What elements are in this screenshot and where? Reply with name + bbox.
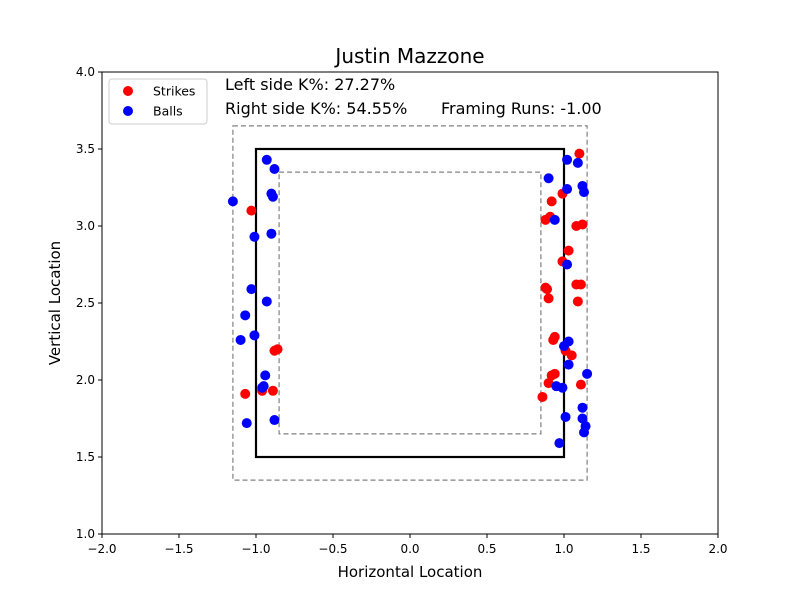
x-axis-label: Horizontal Location bbox=[338, 563, 483, 581]
strikes-point-2 bbox=[272, 344, 283, 355]
balls-point-36 bbox=[554, 438, 565, 449]
balls-point-22 bbox=[579, 187, 590, 198]
balls-point-10 bbox=[235, 334, 246, 345]
right-k-annotation: Right side K%: 54.55% bbox=[225, 99, 407, 118]
x-tick-label-4: 0.0 bbox=[400, 542, 419, 556]
x-tick-label-3: −0.5 bbox=[318, 542, 347, 556]
strikes-point-22 bbox=[548, 334, 559, 345]
chart-title: Justin Mazzone bbox=[333, 44, 484, 68]
y-tick-label-6: 4.0 bbox=[76, 65, 95, 79]
balls-point-11 bbox=[249, 330, 260, 341]
balls-point-17 bbox=[562, 154, 573, 165]
strikes-point-16 bbox=[575, 279, 586, 290]
y-axis-label: Vertical Location bbox=[46, 241, 64, 365]
legend-marker-balls bbox=[123, 106, 133, 116]
strikes-point-28 bbox=[575, 379, 586, 390]
strikes-point-29 bbox=[537, 391, 548, 402]
strikes-point-27 bbox=[543, 378, 554, 389]
balls-point-23 bbox=[549, 214, 560, 225]
balls-point-13 bbox=[260, 370, 271, 381]
balls-point-19 bbox=[543, 173, 554, 184]
y-axis-ticks: 1.0 1.5 2.0 2.5 3.0 3.5 4.0 bbox=[76, 65, 102, 541]
x-tick-label-2: −1.0 bbox=[241, 542, 270, 556]
strikes-point-10 bbox=[540, 214, 551, 225]
strikes-point-20 bbox=[572, 296, 583, 307]
strikes-point-13 bbox=[563, 245, 574, 256]
balls-point-6 bbox=[266, 228, 277, 239]
framing-runs-annotation: Framing Runs: -1.00 bbox=[441, 99, 602, 118]
balls-point-27 bbox=[563, 359, 574, 370]
balls-point-16 bbox=[241, 418, 252, 429]
strikes-point-12 bbox=[577, 219, 588, 230]
balls-point-8 bbox=[261, 296, 272, 307]
x-tick-label-0: −2.0 bbox=[87, 542, 116, 556]
x-tick-label-7: 1.5 bbox=[631, 542, 650, 556]
strikes-point-18 bbox=[542, 284, 553, 295]
left-k-annotation: Left side K%: 27.27% bbox=[225, 75, 395, 94]
balls-point-0 bbox=[227, 196, 238, 207]
balls-point-2 bbox=[269, 164, 280, 175]
balls-point-14 bbox=[257, 382, 268, 393]
balls-point-32 bbox=[577, 413, 588, 424]
legend-label-strikes: Strikes bbox=[153, 84, 195, 99]
balls-point-7 bbox=[246, 284, 257, 295]
balls-point-34 bbox=[579, 427, 590, 438]
strikes-point-24 bbox=[566, 350, 577, 361]
balls-point-29 bbox=[557, 382, 568, 393]
balls-point-31 bbox=[577, 402, 588, 413]
plot-area bbox=[101, 71, 719, 535]
strikes-point-26 bbox=[546, 370, 557, 381]
y-tick-label-3: 2.5 bbox=[76, 296, 95, 310]
legend-marker-strikes bbox=[123, 86, 133, 96]
strikes-point-7 bbox=[546, 196, 557, 207]
y-tick-label-0: 1.0 bbox=[76, 527, 95, 541]
strikes-point-3 bbox=[240, 388, 251, 399]
strike-zone-box bbox=[254, 147, 566, 459]
legend-box bbox=[108, 78, 208, 125]
balls-point-35 bbox=[560, 411, 571, 422]
y-tick-label-5: 3.5 bbox=[76, 142, 95, 156]
inner-zone-box bbox=[278, 171, 542, 435]
x-axis-ticks: −2.0 −1.5 −1.0 −0.5 0.0 0.5 1.0 1.5 2.0 bbox=[87, 534, 728, 556]
balls-point-5 bbox=[249, 231, 260, 242]
outer-zone-box bbox=[232, 125, 588, 481]
balls-point-20 bbox=[562, 184, 573, 195]
strikes-point-6 bbox=[574, 148, 585, 159]
points-layer bbox=[227, 148, 593, 449]
balls-point-24 bbox=[562, 259, 573, 270]
balls-point-4 bbox=[267, 191, 278, 202]
legend: Strikes Balls bbox=[108, 78, 208, 125]
balls-point-1 bbox=[261, 154, 272, 165]
x-tick-label-6: 1.0 bbox=[554, 542, 573, 556]
x-tick-label-1: −1.5 bbox=[164, 542, 193, 556]
y-tick-label-4: 3.0 bbox=[76, 219, 95, 233]
strikes-point-0 bbox=[246, 205, 257, 216]
balls-point-9 bbox=[240, 310, 251, 321]
strikes-point-19 bbox=[543, 293, 554, 304]
balls-point-18 bbox=[572, 157, 583, 168]
y-tick-label-1: 1.5 bbox=[76, 450, 95, 464]
strikes-point-5 bbox=[267, 385, 278, 396]
y-tick-label-2: 2.0 bbox=[76, 373, 95, 387]
balls-point-15 bbox=[269, 415, 280, 426]
legend-label-balls: Balls bbox=[153, 104, 183, 119]
x-tick-label-8: 2.0 bbox=[708, 542, 727, 556]
zones bbox=[232, 125, 588, 481]
x-tick-label-5: 0.5 bbox=[477, 542, 496, 556]
balls-point-30 bbox=[582, 368, 593, 379]
balls-point-26 bbox=[559, 341, 569, 352]
